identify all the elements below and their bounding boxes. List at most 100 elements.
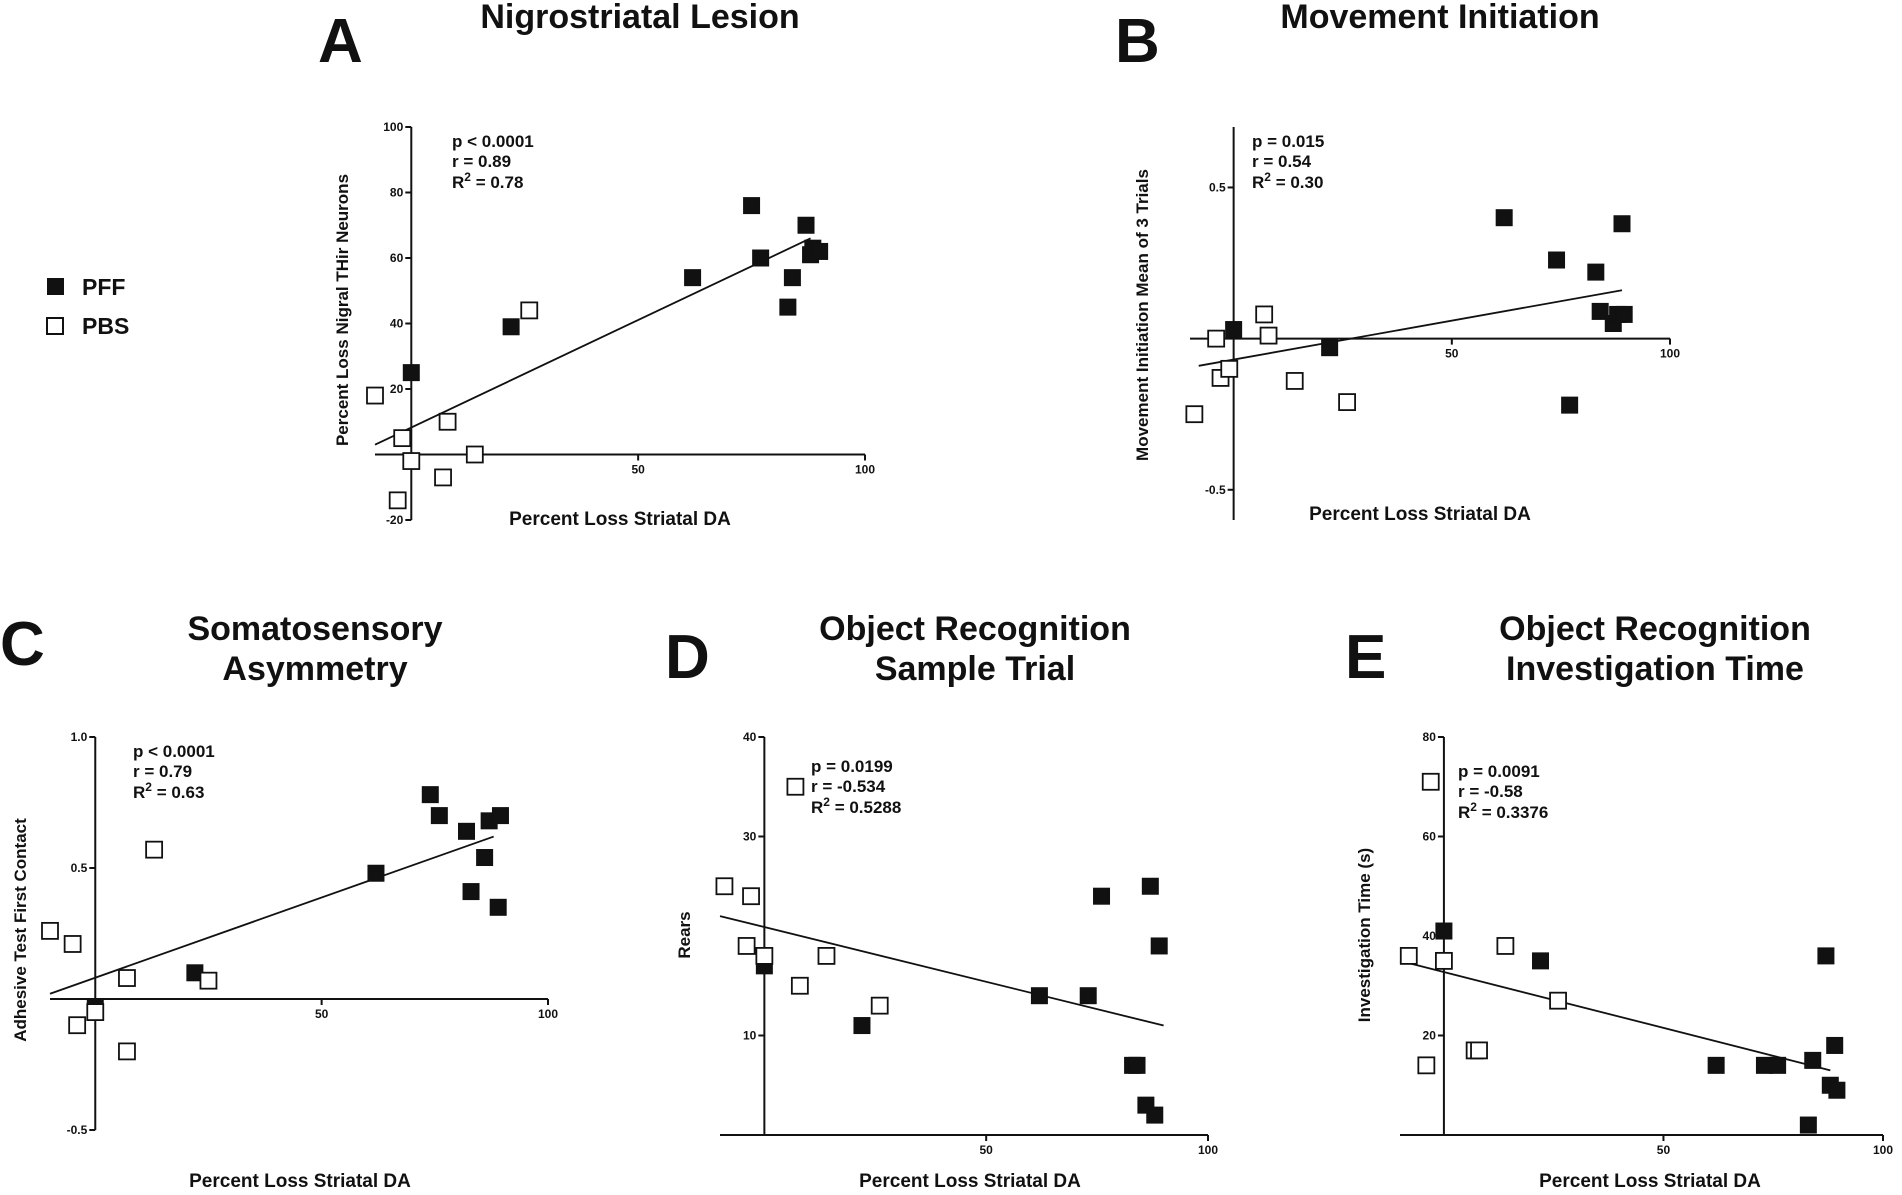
point-pbs-a: [402, 452, 421, 470]
stat-p-e: p = 0.0091: [1458, 762, 1540, 781]
point-pff-e: [1435, 922, 1453, 940]
point-pbs-a: [434, 468, 452, 487]
fit-line-c: [49, 835, 494, 995]
y-tick-label-a: 80: [390, 186, 404, 200]
point-pbs-d: [870, 996, 889, 1015]
point-pff-a: [402, 364, 420, 382]
x-tick-label-d: 100: [1198, 1143, 1218, 1157]
y-tick-label-e: 60: [1423, 830, 1437, 844]
panel-letter-b: B: [1115, 7, 1160, 76]
point-pff-b: [1225, 321, 1243, 339]
point-pff-c: [489, 898, 507, 916]
point-pbs-e: [1496, 937, 1515, 955]
stat-r2-d: R2 = 0.5288: [811, 795, 901, 817]
x-tick-label-c: 100: [538, 1007, 558, 1021]
y-tick-label-c: 0.5: [71, 861, 88, 875]
point-pff-e: [1826, 1036, 1844, 1054]
y-tick-label-c: -0.5: [67, 1123, 88, 1137]
chart-title-d-line-1: Object Recognition: [819, 610, 1131, 648]
point-pff-a: [743, 197, 761, 215]
y-tick-label-e: 20: [1423, 1029, 1437, 1043]
point-pff-a: [779, 298, 797, 316]
point-pff-b: [1561, 396, 1579, 414]
y-tick-label-b: -0.5: [1205, 483, 1226, 497]
point-pbs-d: [737, 937, 756, 955]
x-axis-label-d: Percent Loss Striatal DA: [859, 1171, 1081, 1192]
stat-p-c: p < 0.0001: [133, 742, 215, 761]
point-pff-b: [1613, 215, 1631, 233]
x-tick-label-c: 50: [315, 1007, 329, 1021]
point-pbs-d: [742, 887, 760, 906]
point-pbs-a: [388, 491, 407, 510]
point-pbs-a: [366, 386, 384, 405]
point-pbs-c: [145, 840, 164, 859]
chart-title-a-line-1: Nigrostriatal Lesion: [480, 0, 799, 36]
stat-r-c: r = 0.79: [133, 762, 192, 781]
point-pbs-a: [465, 445, 484, 464]
stat-r-e: r = -0.58: [1458, 782, 1523, 801]
point-pbs-e: [1435, 951, 1453, 970]
stat-r-b: r = 0.54: [1252, 152, 1312, 171]
fit-line-d: [719, 915, 1164, 1027]
point-pbs-b: [1207, 329, 1226, 348]
point-pff-d: [1093, 887, 1111, 905]
y-tick-label-a: 100: [383, 120, 403, 134]
point-pff-c: [462, 883, 480, 901]
point-pff-e: [1804, 1051, 1822, 1069]
point-pff-d: [1141, 877, 1159, 895]
point-pff-d: [1146, 1106, 1164, 1124]
point-pbs-c: [118, 969, 136, 987]
point-pbs-d: [817, 947, 836, 965]
point-pff-d: [1150, 937, 1168, 955]
y-tick-label-a: -20: [386, 513, 404, 527]
point-pff-d: [1079, 987, 1097, 1005]
chart-title-c-line-2: Asymmetry: [222, 650, 407, 688]
x-tick-label-a: 50: [631, 463, 645, 477]
stat-p-d: p = 0.0199: [811, 757, 893, 776]
x-axis-label-b: Percent Loss Striatal DA: [1309, 504, 1531, 525]
chart-title-b-line-1: Movement Initiation: [1280, 0, 1599, 36]
point-pbs-b: [1259, 326, 1278, 345]
stat-r2-e: R2 = 0.3376: [1458, 800, 1548, 822]
y-tick-label-b: 0.5: [1209, 180, 1226, 194]
point-pbs-b: [1255, 305, 1274, 324]
y-tick-label-a: 60: [390, 251, 404, 265]
point-pbs-a: [520, 301, 539, 320]
point-pff-b: [1548, 251, 1566, 269]
point-pbs-e: [1549, 991, 1567, 1010]
panel-letter-c: C: [0, 610, 45, 679]
point-pbs-a: [438, 412, 457, 431]
point-pff-b: [1587, 263, 1605, 281]
point-pff-c: [458, 822, 476, 840]
x-tick-label-b: 100: [1660, 347, 1680, 361]
stat-r2-a: R2 = 0.78: [452, 170, 523, 192]
fit-line-b: [1198, 289, 1623, 367]
point-pbs-e: [1399, 947, 1418, 965]
panel-b-movement-initiation: Movement Initiation -0.5 0.5 50 100 Percent L…: [1133, 0, 1680, 525]
panel-letter-a: A: [318, 7, 363, 76]
point-pbs-b: [1185, 405, 1204, 424]
panel-letter-d: D: [665, 623, 710, 692]
point-pff-c: [476, 849, 494, 867]
point-pff-a: [783, 269, 801, 287]
y-tick-label-e: 40: [1423, 929, 1437, 943]
legend: PFF PBS: [46, 274, 129, 339]
y-axis-label-d: Rears: [675, 911, 694, 958]
point-pff-d: [853, 1017, 871, 1035]
point-pff-b: [1591, 302, 1609, 320]
fit-line-e: [1399, 960, 1831, 1072]
stat-r-d: r = -0.534: [811, 777, 886, 796]
legend-marker-pbs: [46, 317, 64, 335]
point-pff-c: [430, 807, 448, 825]
point-pff-b: [1615, 305, 1633, 323]
legend-marker-pff: [47, 278, 64, 295]
point-pbs-c: [199, 971, 218, 990]
x-tick-label-b: 50: [1445, 347, 1459, 361]
point-pbs-d: [786, 777, 805, 796]
x-tick-label-e: 100: [1873, 1143, 1893, 1157]
point-pbs-e: [1470, 1041, 1488, 1060]
stat-p-b: p = 0.015: [1252, 132, 1324, 151]
x-axis-label-e: Percent Loss Striatal DA: [1539, 1171, 1761, 1192]
y-tick-label-e: 80: [1423, 730, 1437, 744]
panel-a-nigrostriatal-lesion: Nigrostriatal Lesion -20 20 40 60 80 100 50 100 P…: [333, 0, 875, 530]
